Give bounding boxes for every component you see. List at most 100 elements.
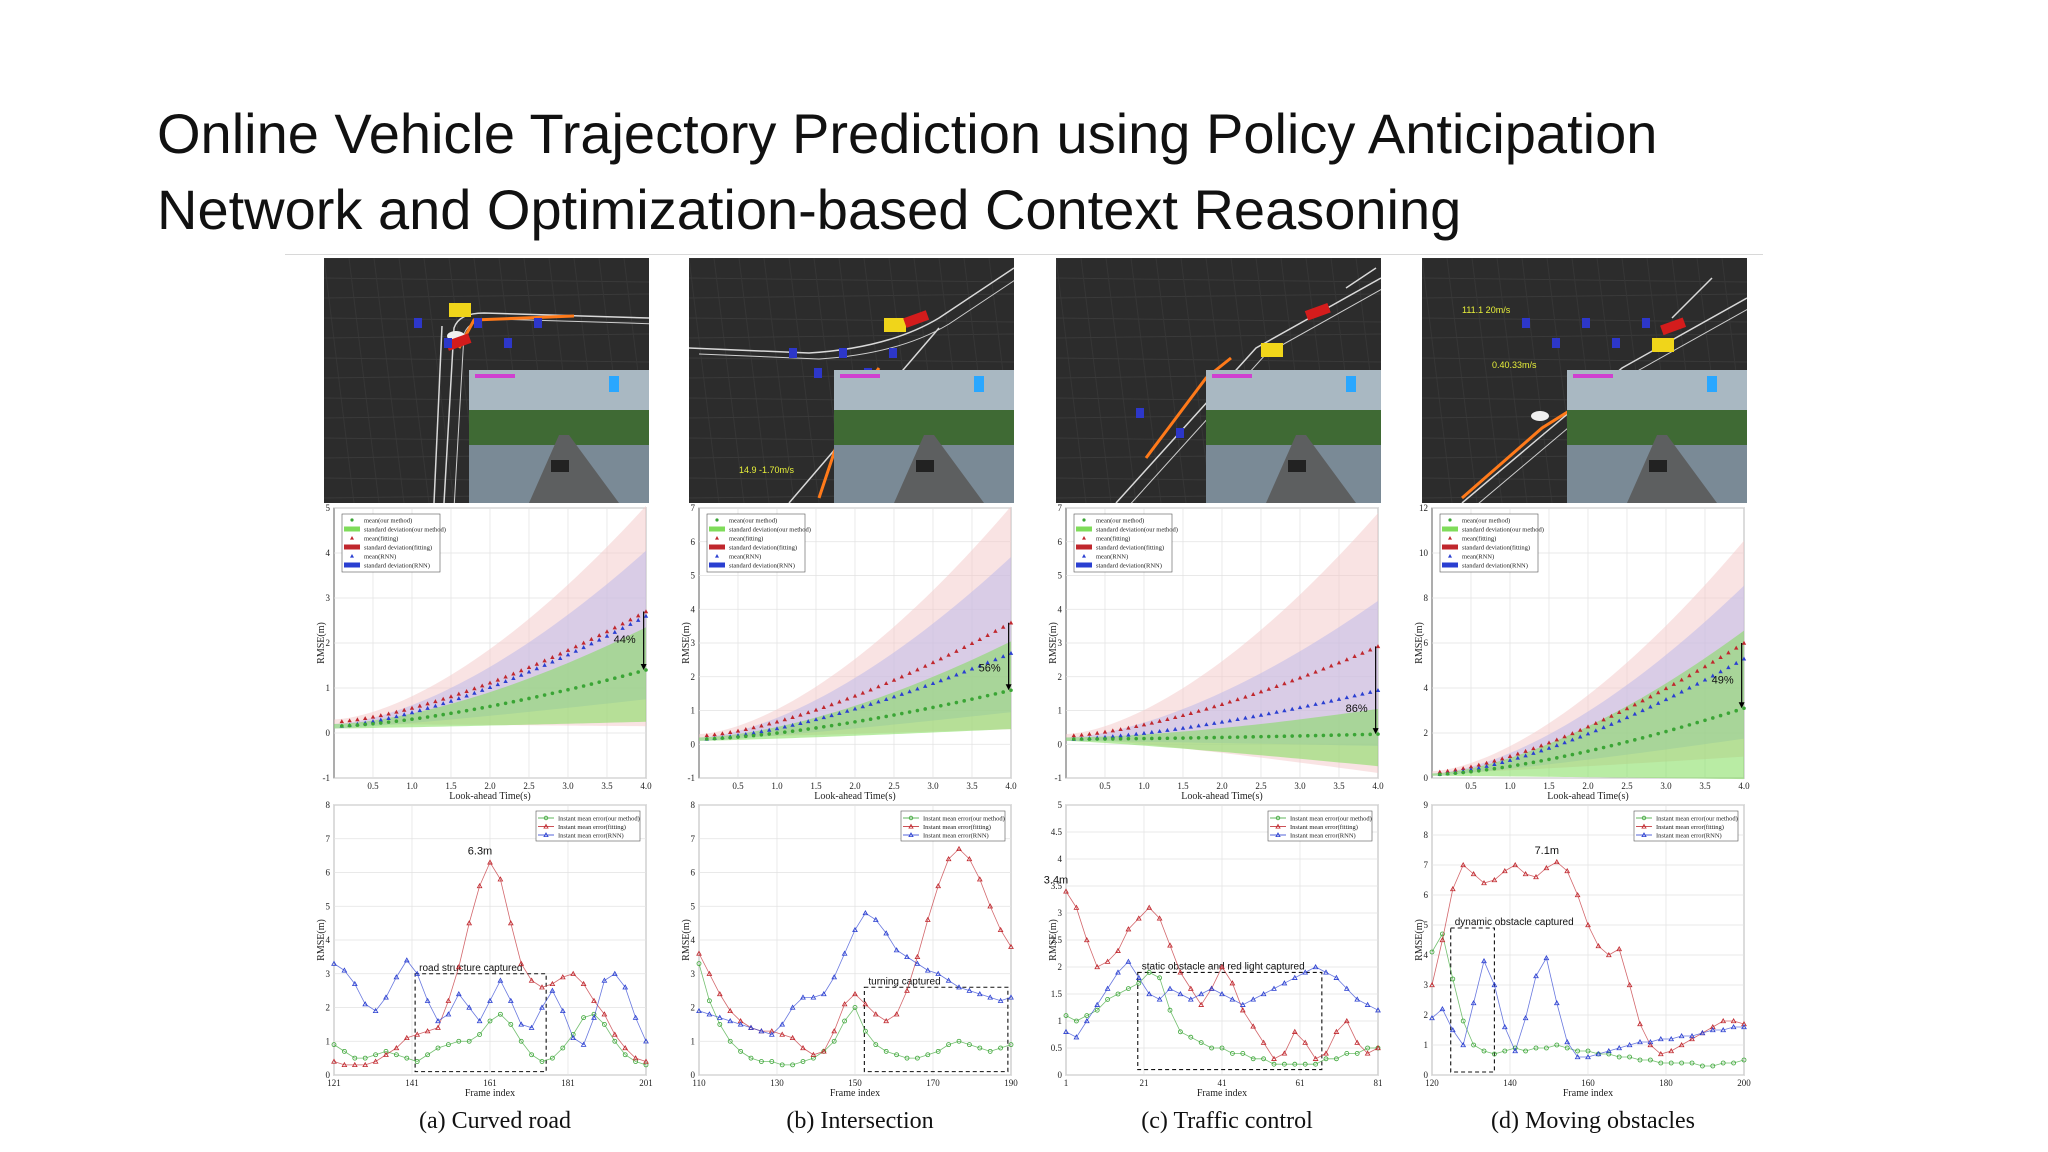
fitting-instant-point (1219, 963, 1225, 970)
ours-instant-point (1229, 1050, 1235, 1056)
rnn-instant-point (1689, 1032, 1695, 1039)
ours-mean-point (418, 716, 422, 720)
ours-instant-point (1502, 1048, 1508, 1054)
scene-grid-line (1422, 293, 1747, 299)
x-tick-label: 2.0 (484, 781, 496, 791)
x-tick-label: 121 (327, 1078, 341, 1088)
rnn-mean-point (767, 727, 772, 732)
ours-mean-point (1267, 734, 1271, 739)
rnn-mean-point (821, 715, 826, 720)
fitting-instant-point (580, 980, 587, 987)
ours-mean-point (1453, 771, 1458, 776)
capture-region-label: turning captured (868, 976, 940, 987)
ours-mean-point (402, 718, 406, 723)
ours-instant-point (352, 1055, 358, 1061)
ours-instant-point (1250, 1056, 1256, 1062)
fitting-instant-point (403, 1034, 410, 1041)
instant-error-svg: 0 0.5 1 1.5 2 2.5 3 3.5 4 4.5 5 1 21 41 61 81 Frame inde… (1044, 800, 1383, 1099)
legend-swatch (344, 544, 360, 550)
scene-grid-line (1471, 258, 1503, 503)
x-tick-label: 61 (1296, 1078, 1305, 1088)
ours-instant-point (601, 1021, 607, 1027)
rnn-instant-point (1553, 999, 1560, 1006)
fitting-instant-point (435, 1024, 441, 1030)
rmse-legend: mean(our method) standard deviation(our m… (706, 513, 811, 573)
rnn-mean-point (1008, 650, 1014, 655)
ours-instant-point (487, 1018, 493, 1024)
x-axis-label: Frame index (830, 1088, 880, 1099)
rnn-mean-point (1290, 706, 1295, 711)
ours-instant-point (331, 1042, 337, 1048)
ours-mean-point (884, 714, 888, 719)
red-light-box (1304, 302, 1331, 321)
scene-road-line (1461, 297, 1747, 503)
y-tick-label: 1 (1058, 706, 1063, 716)
rnn-instant-point (1720, 1026, 1727, 1033)
fitting-mean-point (1196, 708, 1201, 713)
fitting-instant-point (1741, 1020, 1747, 1027)
rnn-instant-point (466, 1004, 473, 1010)
rnn-mean-point (790, 722, 795, 727)
surrounding-vehicle (1522, 318, 1530, 328)
ours-instant-point (1460, 1018, 1466, 1024)
fitting-instant-point (507, 920, 514, 926)
rnn-instant-point (1364, 1001, 1371, 1007)
fitting-instant-point (1198, 1001, 1205, 1007)
ours-instant-point (1271, 1061, 1277, 1067)
rnn-instant-series (331, 957, 649, 1047)
ego-vehicle (1531, 411, 1549, 421)
scene-road-line (698, 280, 1014, 360)
ours-mean-point (550, 691, 555, 696)
fitting-mean-point (1640, 698, 1645, 703)
rnn-mean-point (534, 666, 539, 671)
fitting-instant-point (1564, 867, 1571, 874)
y-tick-label: 4.5 (1051, 827, 1063, 837)
panel-curved-road: -1 0 1 2 3 4 5 0.5 1.0 1.5 2.0 2.5 3.0 3.5 4.0 Look-ahe… (316, 256, 670, 1141)
ours-instant-point (717, 1021, 723, 1027)
rnn-instant-point (696, 1007, 702, 1014)
legend-swatch (344, 562, 360, 568)
fitting-instant-point (1177, 969, 1184, 975)
ours-instant-point (1606, 1051, 1612, 1057)
rnn-mean-point (1282, 708, 1287, 713)
fitting-mean-point (1360, 650, 1365, 655)
rnn-mean-series (1071, 688, 1381, 741)
rnn-mean-point (1204, 722, 1209, 727)
fitting-mean-point (433, 699, 438, 704)
rnn-mean-point (1648, 704, 1653, 709)
rnn-mean-point (1173, 726, 1178, 731)
camera-vehicle (1288, 460, 1306, 472)
y-tick-label: 3 (326, 593, 331, 603)
fitting-mean-point (1578, 727, 1583, 732)
x-tick-label: 160 (1581, 1078, 1595, 1088)
ours-mean-point (876, 716, 881, 720)
rnn-mean-point (519, 672, 524, 677)
x-tick-label: 0.5 (1099, 781, 1111, 791)
y-tick-label: 7 (1424, 860, 1429, 870)
fitting-instant-point (622, 1044, 629, 1051)
legend-swatch (543, 815, 549, 821)
ours-instant-point (466, 1038, 472, 1044)
y-tick-label: 2 (691, 672, 696, 682)
fitting-instant-point (1522, 870, 1529, 877)
ours-mean-point (425, 715, 430, 719)
rnn-instant-point (445, 1011, 452, 1017)
capture-region-box (1450, 927, 1495, 1073)
fitting-instant-point (1605, 951, 1612, 958)
fitting-mean-point (1344, 657, 1349, 662)
fitting-mean-point (550, 654, 555, 659)
ours-mean-point (441, 712, 445, 717)
ours-instant-point (477, 1032, 483, 1037)
rnn-instant-series (1063, 958, 1381, 1040)
ours-mean-point (946, 702, 951, 706)
rnn-mean-point (1165, 727, 1170, 732)
x-tick-label: 120 (1425, 1078, 1439, 1088)
rnn-mean-point (907, 689, 912, 694)
rnn-mean-point (1695, 681, 1700, 686)
ours-mean-point (962, 699, 966, 703)
ours-instant-point (1637, 1057, 1643, 1063)
fitting-mean-point (1126, 725, 1131, 730)
ours-mean-point (519, 698, 523, 702)
fitting-instant-point (924, 916, 931, 922)
x-tick-label: 3.5 (966, 781, 978, 791)
